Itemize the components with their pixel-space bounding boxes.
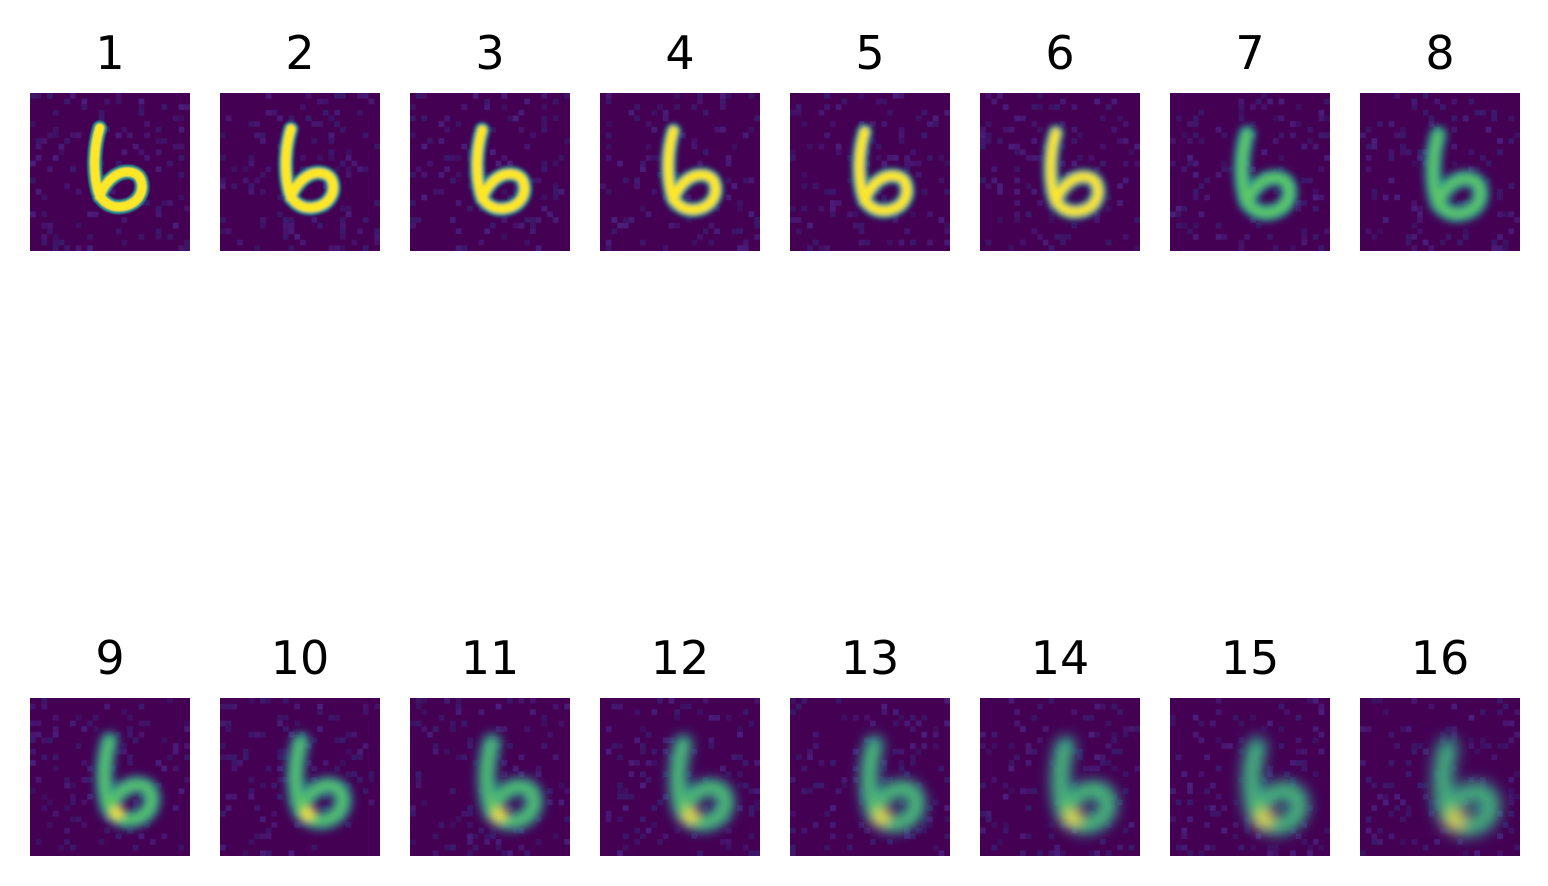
digit-panel: 8	[1360, 0, 1520, 886]
digit-panel: 13	[790, 0, 950, 886]
digit-image	[980, 93, 1140, 251]
digit-image	[600, 698, 760, 856]
image-noise	[220, 93, 380, 251]
digit-six-glyph	[1050, 735, 1119, 835]
panel-title: 13	[840, 631, 900, 685]
panel-title: 10	[270, 631, 330, 685]
digit-six-glyph	[95, 731, 161, 829]
digit-panel: 4	[600, 0, 760, 886]
digit-six-glyph	[1241, 736, 1310, 836]
panel-title: 7	[1235, 26, 1265, 80]
digit-six-glyph	[851, 123, 916, 219]
digit-image	[410, 698, 570, 856]
digit-panel: 2	[220, 0, 380, 886]
digit-six-glyph	[286, 732, 353, 830]
digit-image	[1170, 698, 1330, 856]
digit-image	[30, 93, 190, 251]
digit-panel: 3	[410, 0, 570, 886]
image-background	[980, 93, 1140, 251]
image-noise	[980, 93, 1140, 251]
digit-image	[790, 93, 950, 251]
image-noise	[605, 698, 760, 856]
digit-panel: 15	[1170, 0, 1330, 886]
panel-title: 4	[665, 26, 695, 80]
panel-title: 16	[1410, 631, 1470, 685]
digit-six-glyph	[1233, 125, 1299, 222]
digit-image	[790, 698, 950, 856]
panel-title: 8	[1425, 26, 1455, 80]
digit-panel: 7	[1170, 0, 1330, 886]
digit-six-glyph	[660, 122, 724, 218]
panel-title: 11	[460, 631, 520, 685]
digit-six-glyph	[668, 733, 736, 833]
digit-image	[220, 93, 380, 251]
digit-six-glyph	[278, 121, 341, 216]
image-noise	[1170, 93, 1330, 251]
panel-title: 15	[1220, 631, 1280, 685]
image-noise	[600, 93, 760, 251]
digit-image	[30, 698, 190, 856]
panel-title: 9	[95, 631, 125, 685]
panel-title: 5	[855, 26, 885, 80]
digit-image	[1360, 93, 1520, 251]
digit-panel: 6	[980, 0, 1140, 886]
digit-panel: 5	[790, 0, 950, 886]
digit-panel: 10	[220, 0, 380, 886]
digit-six-glyph	[1432, 736, 1502, 838]
panel-title: 14	[1030, 631, 1090, 685]
digit-six-glyph	[87, 120, 150, 215]
digit-image	[600, 93, 760, 251]
digit-six-glyph	[477, 733, 544, 832]
digit-six-glyph	[1424, 125, 1490, 223]
digit-image	[410, 93, 570, 251]
digit-panel: 12	[600, 0, 760, 886]
image-noise	[790, 698, 950, 856]
digit-image	[1170, 93, 1330, 251]
image-noise	[980, 698, 1140, 856]
digit-panel: 14	[980, 0, 1140, 886]
digit-panel: 11	[410, 0, 570, 886]
panel-title: 12	[650, 631, 710, 685]
image-background	[790, 93, 950, 251]
digit-image	[1360, 698, 1520, 856]
digit-six-glyph	[469, 122, 533, 217]
digit-six-glyph	[859, 734, 927, 834]
digit-panel: 1	[30, 0, 190, 886]
digit-six-glyph	[1042, 124, 1107, 221]
digit-panel: 9	[30, 0, 190, 886]
digit-image	[980, 698, 1140, 856]
digit-panel: 16	[1360, 0, 1520, 886]
panel-title: 2	[285, 26, 315, 80]
panel-title: 1	[95, 26, 125, 80]
panel-title: 6	[1045, 26, 1075, 80]
panel-title: 3	[475, 26, 505, 80]
digit-image	[220, 698, 380, 856]
